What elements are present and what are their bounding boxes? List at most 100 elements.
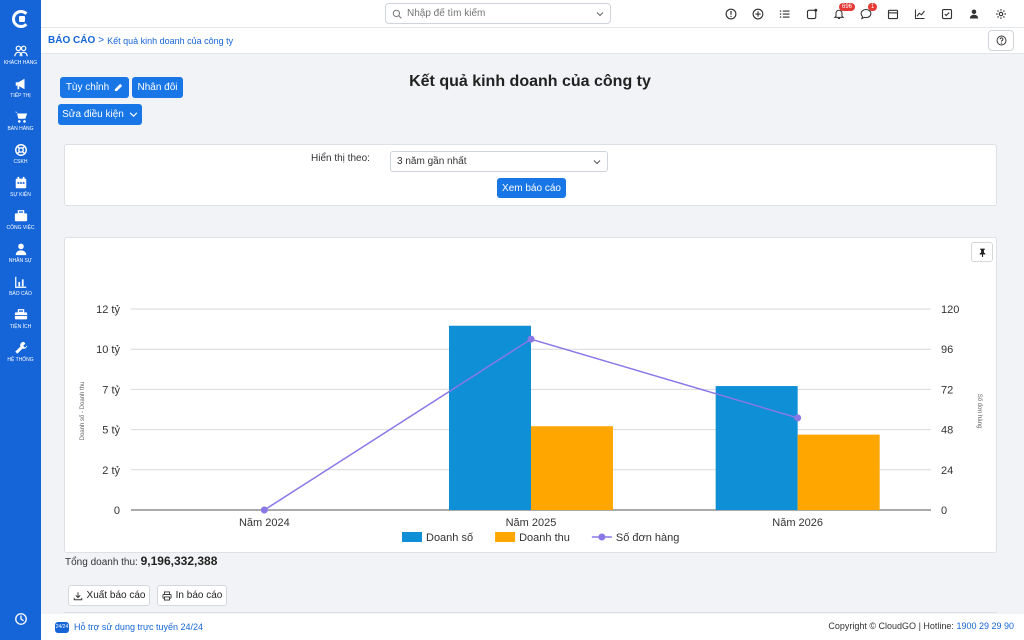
legend-label[interactable]: Số đơn hàng <box>616 532 680 544</box>
clock-icon <box>14 613 27 625</box>
bar-doanh-số[interactable] <box>715 386 798 510</box>
page-title: Kết quả kinh doanh của công ty <box>409 73 651 90</box>
legend-swatch <box>402 532 422 542</box>
search-input[interactable] <box>407 8 587 19</box>
support-chip: 24/24 <box>55 621 69 633</box>
support-link[interactable]: 24/24 Hỗ trợ sử dụng trực tuyến 24/24 <box>55 621 204 633</box>
users-icon <box>13 45 28 56</box>
duplicate-label: Nhân đôi <box>137 82 178 93</box>
sidebar-item-label: TIẾP THỊ <box>10 92 31 99</box>
sidebar-item-label: SỰ KIỆN <box>10 191 31 198</box>
view-report-button[interactable]: Xem báo cáo <box>497 178 566 198</box>
filter-panel: Hiển thị theo: 3 năm gần nhất Xem báo cá… <box>64 144 997 206</box>
period-select[interactable]: 3 năm gần nhất <box>390 151 608 172</box>
sidebar-item-customer-care[interactable]: CSKH <box>0 137 41 170</box>
printer-icon <box>162 591 172 600</box>
footer-copyright: Copyright © CloudGO | Hotline: 1900 29 2… <box>828 621 1014 631</box>
y-tick-label: 0 <box>114 505 120 517</box>
calendar-button[interactable] <box>879 0 906 28</box>
app-logo[interactable] <box>0 0 41 38</box>
chart-panel: 0 2 tỷ 5 tỷ 7 tỷ 10 tỷ 12 tỷ 0 24 48 72 96 120 Năm… <box>64 237 997 553</box>
list-icon <box>779 10 789 18</box>
sidebar-item-events[interactable]: SỰ KIỆN <box>0 170 41 203</box>
export-report-button[interactable]: Xuất báo cáo <box>68 585 150 606</box>
cloudgo-logo-icon <box>11 10 30 28</box>
line-point[interactable] <box>527 335 535 343</box>
sidebar-item-label: CSKH <box>13 158 28 165</box>
sidebar-item-label: CÔNG VIỆC <box>6 224 35 231</box>
sidebar-history[interactable] <box>0 612 41 626</box>
calendar-icon <box>15 176 26 188</box>
filter-label: Hiển thị theo: <box>311 153 370 164</box>
legend-swatch <box>495 532 516 542</box>
sidebar-item-utilities[interactable]: TIỆN ÍCH <box>0 302 41 335</box>
sidebar-item-customers[interactable]: KHÁCH HÀNG <box>0 38 41 71</box>
print-report-button[interactable]: In báo cáo <box>157 585 227 606</box>
report-icon <box>14 276 26 288</box>
customize-label: Tùy chỉnh <box>65 82 110 93</box>
support-text: Hỗ trợ sử dụng trực tuyến 24/24 <box>74 622 204 632</box>
sidebar-item-label: HỆ THỐNG <box>7 356 34 363</box>
period-select-value: 3 năm gần nhất <box>397 156 467 167</box>
y-axis-label: Doanh số - Doanh thu <box>80 382 86 441</box>
bar-doanh-thu[interactable] <box>531 426 613 510</box>
breadcrumb-root[interactable]: BÁO CÁO <box>48 35 96 46</box>
legend-label[interactable]: Doanh thu <box>519 532 570 544</box>
wrench-icon <box>14 341 27 354</box>
profile-button[interactable] <box>960 0 987 28</box>
line-point[interactable] <box>260 506 268 514</box>
customize-button[interactable]: Tùy chỉnh <box>60 77 129 98</box>
sidebar: KHÁCH HÀNG TIẾP THỊ BÁN HÀNG CSKH SỰ KIỆ… <box>0 0 41 640</box>
sidebar-item-hr[interactable]: NHÂN SỰ <box>0 236 41 269</box>
y2-tick-label: 120 <box>941 304 959 316</box>
duplicate-button[interactable]: Nhân đôi <box>132 77 183 98</box>
y2-tick-label: 0 <box>941 505 947 517</box>
export-button[interactable] <box>798 0 825 28</box>
list-button[interactable] <box>771 0 798 28</box>
lifebuoy-icon <box>14 143 27 156</box>
notifications-button[interactable]: 696 <box>825 0 856 28</box>
edit-conditions-button[interactable]: Sửa điều kiện <box>58 104 142 125</box>
line-point[interactable] <box>794 414 802 422</box>
chevron-down-icon[interactable] <box>596 10 604 18</box>
external-box-icon <box>806 8 817 20</box>
sidebar-item-marketing[interactable]: TIẾP THỊ <box>0 71 41 104</box>
bar-doanh-thu[interactable] <box>797 434 880 510</box>
analytics-button[interactable] <box>906 0 933 28</box>
user-icon <box>969 9 978 19</box>
sidebar-item-tasks[interactable]: CÔNG VIỆC <box>0 203 41 236</box>
help-button[interactable] <box>988 30 1014 51</box>
info-button[interactable] <box>717 0 744 28</box>
divider <box>64 612 997 613</box>
hotline-label: Hotline: <box>923 621 954 631</box>
tasks-button[interactable] <box>933 0 960 28</box>
sidebar-item-sales[interactable]: BÁN HÀNG <box>0 104 41 137</box>
megaphone-icon <box>15 78 24 89</box>
gear-icon <box>995 9 1006 19</box>
info-circle-icon <box>725 8 736 20</box>
messages-button[interactable]: 1 <box>852 0 879 28</box>
settings-button[interactable] <box>987 0 1014 28</box>
sidebar-item-system[interactable]: HỆ THỐNG <box>0 335 41 368</box>
messages-badge: 1 <box>868 3 878 11</box>
add-button[interactable] <box>744 0 771 28</box>
topbar: 696 1 <box>41 0 1024 28</box>
total-revenue-label: Tổng doanh thu: <box>65 557 138 568</box>
y-tick-label: 12 tỷ <box>96 304 120 316</box>
sidebar-item-reports[interactable]: BÁO CÁO <box>0 269 41 302</box>
question-circle-icon <box>996 35 1006 46</box>
bar-doanh-số[interactable] <box>449 325 531 510</box>
legend-label[interactable]: Doanh số <box>426 532 473 544</box>
search-box[interactable] <box>385 3 611 24</box>
copyright-text: Copyright © CloudGO <box>828 621 917 631</box>
person-icon <box>15 243 26 255</box>
sidebar-item-label: NHÂN SỰ <box>8 257 33 264</box>
briefcase-icon <box>14 209 27 221</box>
x-tick-label: Năm 2025 <box>506 517 557 529</box>
pin-button[interactable] <box>971 242 993 262</box>
sidebar-item-label: BÁO CÁO <box>9 290 32 297</box>
toolbox-icon <box>14 308 27 319</box>
print-report-label: In báo cáo <box>175 590 223 601</box>
hotline-number[interactable]: 1900 29 29 90 <box>956 621 1014 631</box>
line-chart-icon <box>914 9 925 20</box>
